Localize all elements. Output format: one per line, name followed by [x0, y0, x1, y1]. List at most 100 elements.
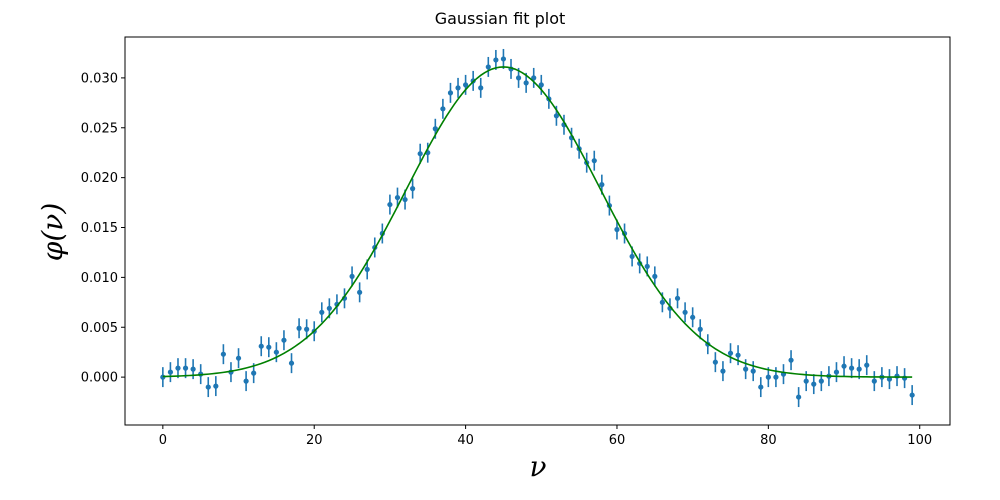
data-marker — [614, 226, 620, 233]
data-marker — [417, 151, 423, 157]
data-point — [849, 358, 855, 379]
data-marker — [735, 352, 741, 358]
data-marker — [288, 360, 295, 366]
data-marker — [500, 56, 507, 62]
data-point — [652, 266, 658, 287]
data-marker — [833, 369, 840, 375]
fit-line — [162, 66, 913, 378]
data-marker — [182, 365, 189, 371]
data-marker — [682, 309, 688, 315]
data-marker — [281, 337, 287, 343]
data-marker — [849, 365, 855, 371]
data-marker — [220, 351, 226, 357]
data-marker — [402, 196, 408, 203]
x-tick-label: 20 — [306, 433, 323, 448]
data-marker — [478, 85, 484, 91]
data-point — [478, 77, 484, 98]
data-marker — [659, 299, 665, 305]
data-point — [266, 337, 272, 358]
data-marker — [243, 378, 249, 384]
data-marker — [304, 326, 310, 332]
data-marker — [727, 350, 734, 356]
data-point — [871, 371, 877, 392]
data-marker — [841, 363, 847, 369]
data-marker — [455, 85, 461, 91]
data-point — [235, 348, 242, 369]
data-point — [387, 194, 393, 215]
data-point — [750, 361, 756, 382]
data-point — [357, 282, 363, 303]
data-marker — [743, 366, 749, 372]
data-point — [417, 143, 423, 164]
plot-frame — [124, 36, 951, 426]
data-marker — [894, 373, 900, 379]
data-marker — [652, 273, 658, 279]
data-point — [743, 359, 749, 380]
data-point — [485, 56, 491, 77]
data-marker — [175, 365, 181, 371]
data-point — [167, 362, 174, 383]
data-marker — [750, 368, 756, 374]
data-marker — [296, 325, 302, 331]
data-marker — [803, 378, 809, 384]
data-marker — [788, 357, 794, 363]
data-point — [833, 362, 840, 383]
data-marker — [364, 266, 370, 273]
data-marker — [538, 82, 544, 88]
data-point — [690, 307, 696, 328]
data-marker — [440, 106, 446, 112]
data-point — [909, 385, 915, 406]
data-point — [720, 361, 726, 382]
data-point — [727, 343, 734, 364]
data-marker — [553, 113, 560, 119]
data-point — [182, 358, 189, 379]
data-marker — [591, 158, 597, 164]
data-marker — [531, 75, 537, 81]
data-point — [894, 366, 900, 387]
data-marker — [697, 326, 703, 332]
chart-title: Gaussian fit plot — [435, 9, 566, 28]
data-marker — [765, 374, 771, 380]
data-marker — [796, 394, 802, 400]
x-tick-label: 80 — [760, 433, 777, 448]
data-marker — [515, 75, 522, 81]
data-point — [447, 82, 454, 103]
data-point — [493, 49, 499, 70]
data-marker — [811, 381, 817, 387]
data-point — [886, 369, 893, 390]
data-point — [296, 318, 302, 339]
data-point — [758, 377, 764, 398]
data-point — [796, 387, 802, 408]
data-marker — [273, 349, 279, 355]
y-tick-label: 0.030 — [81, 71, 118, 86]
y-tick-label: 0.025 — [81, 121, 118, 136]
data-marker — [258, 343, 264, 349]
data-marker — [871, 378, 877, 384]
data-marker — [773, 374, 779, 380]
data-point — [697, 319, 703, 340]
y-tick-label: 0.015 — [81, 221, 118, 236]
data-marker — [909, 392, 915, 398]
x-tick-label: 40 — [457, 433, 474, 448]
data-point — [273, 342, 279, 363]
x-tick-label: 0 — [159, 433, 167, 448]
data-point — [735, 345, 741, 366]
data-marker — [690, 314, 696, 320]
y-axis-label: φ(ν) — [36, 203, 69, 261]
y-tick-label: 0.000 — [81, 371, 118, 386]
data-point — [349, 266, 355, 287]
data-point — [175, 358, 181, 379]
data-marker — [326, 305, 332, 311]
data-point — [788, 350, 794, 371]
axes: 0 20 40 60 80 100 0.000 0.005 0.010 0.015 0.020 0.0… — [81, 36, 951, 448]
data-point — [462, 74, 469, 95]
y-tick-label: 0.010 — [81, 271, 118, 286]
data-marker — [357, 289, 363, 295]
data-point — [818, 371, 824, 392]
data-marker — [266, 344, 272, 350]
data-point — [213, 376, 219, 397]
data-marker — [190, 366, 196, 372]
data-marker — [644, 263, 650, 270]
data-point — [682, 302, 688, 323]
